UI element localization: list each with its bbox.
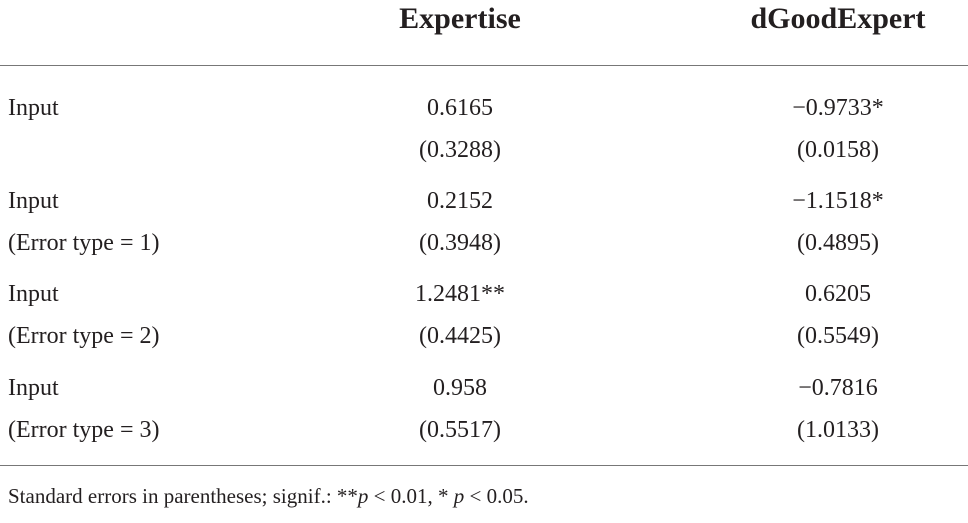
row-label: (Error type = 3) <box>8 417 160 443</box>
table-cell: (0.0158) <box>797 137 879 163</box>
row-label: (Error type = 2) <box>8 323 160 349</box>
table-cell: (0.3948) <box>419 230 501 256</box>
table-cell: 0.958 <box>433 375 487 401</box>
table-cell: 0.6165 <box>427 95 493 121</box>
table-cell: (0.4895) <box>797 230 879 256</box>
footnote-part: p <box>357 484 369 508</box>
footnote-part: < 0.05. <box>464 484 529 508</box>
row-label: Input <box>8 188 59 214</box>
top-rule <box>0 65 968 66</box>
table-cell: (0.4425) <box>419 323 501 349</box>
table-cell: (0.5549) <box>797 323 879 349</box>
table-cell: (0.3288) <box>419 137 501 163</box>
table-cell: −0.9733* <box>792 95 884 121</box>
table-cell: (0.5517) <box>419 417 501 443</box>
footnote-part: p <box>453 484 465 508</box>
footnote: Standard errors in parentheses; signif.:… <box>8 484 529 509</box>
row-label: (Error type = 1) <box>8 230 160 256</box>
column-header: Expertise <box>399 2 521 35</box>
footnote-part: < 0.01, * <box>368 484 454 508</box>
row-label: Input <box>8 281 59 307</box>
table-cell: 0.6205 <box>805 281 871 307</box>
row-label: Input <box>8 375 59 401</box>
row-label: Input <box>8 95 59 121</box>
footnote-part: Standard errors in parentheses; signif.:… <box>8 484 358 508</box>
column-header: dGoodExpert <box>750 2 926 35</box>
table-cell: 1.2481** <box>415 281 505 307</box>
table-cell: −0.7816 <box>798 375 878 401</box>
table-cell: 0.2152 <box>427 188 493 214</box>
bottom-rule <box>0 465 968 466</box>
table-cell: −1.1518* <box>792 188 884 214</box>
table-cell: (1.0133) <box>797 417 879 443</box>
